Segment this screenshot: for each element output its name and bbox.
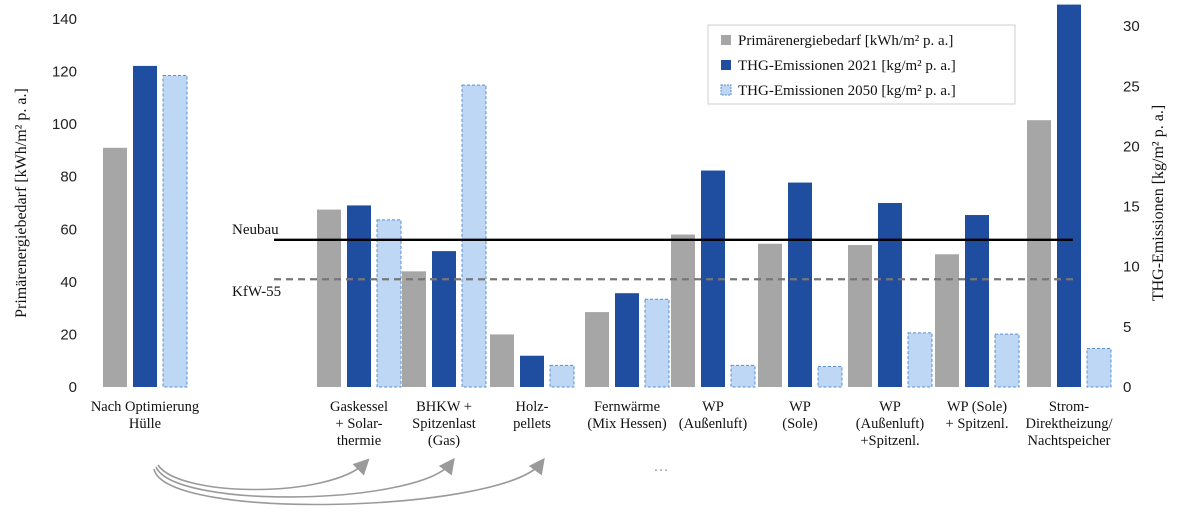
category-label: Gaskessel + Solar-thermie: [330, 399, 388, 449]
bar-series-2: [133, 65, 157, 388]
legend-swatch: [721, 60, 731, 70]
reference-lines: Neubau KfW-55: [232, 222, 1073, 300]
category-label: BHKW + Spitzenlast (Gas): [412, 399, 476, 449]
bar-series-3: [162, 75, 188, 388]
bar-series-2: [432, 251, 456, 387]
ellipsis: …: [653, 458, 669, 475]
bar-series-3: [994, 333, 1020, 388]
y-axis-label: Primärenergiebedarf [kWh/m² p. a.]: [13, 88, 30, 318]
category-label: WP (Sole): [782, 399, 818, 432]
y-tick-label: 60: [60, 221, 77, 238]
bar-series-1: [490, 334, 514, 387]
category-label: Strom-Direktheizung/Nachtspeicher: [1026, 399, 1114, 449]
bar-series-3: [461, 84, 487, 388]
bar-series-1: [671, 234, 695, 387]
legend-swatch: [720, 84, 732, 96]
bar-series-2: [878, 203, 902, 387]
arrow-to-gaskessel: [157, 458, 370, 491]
reference-line-label: KfW-55: [232, 284, 281, 300]
legend-label: THG-Emissionen 2021 [kg/m² p. a.]: [738, 58, 956, 74]
y-axis-title: Primärenergiebedarf [kWh/m² p. a.]: [13, 88, 30, 318]
bar-series-3: [376, 219, 402, 388]
arrow-to-holzpellets: [153, 457, 545, 506]
reference-line-label: Neubau: [232, 222, 279, 238]
y2-tick-label: 0: [1123, 379, 1131, 396]
y-tick-label: 20: [60, 326, 77, 343]
category-label: WP (Sole) + Spitzenl.: [946, 399, 1009, 432]
bar-series-2: [520, 355, 544, 387]
bar-series-2: [347, 205, 371, 387]
y-tick-label: 100: [52, 116, 77, 133]
y-tick-label: 80: [60, 169, 77, 186]
y2-tick-labels: 0 5 10 15 20 25 30: [1123, 18, 1140, 396]
y-tick-labels: 0 20 40 60 80 100 120 140: [52, 11, 77, 396]
arrows: [153, 457, 545, 506]
bar-series-1: [317, 209, 341, 387]
y-tick-label: 140: [52, 11, 77, 28]
bar-series-1: [1027, 120, 1051, 387]
bar-series-3: [730, 364, 756, 388]
y-tick-label: 120: [52, 64, 77, 81]
category-label: Holz-pellets: [513, 399, 551, 432]
bar-series-3: [817, 366, 843, 388]
bar-series-3: [644, 298, 670, 388]
bar-series-1: [402, 271, 426, 387]
category-label: WP (Außenluft): [679, 399, 748, 432]
category-label: Nach Optimierung Hülle: [91, 399, 199, 432]
y-tick-label: 0: [69, 379, 77, 396]
bar-series-2: [965, 215, 989, 387]
y2-tick-label: 30: [1123, 18, 1140, 35]
bar-series-2: [788, 182, 812, 387]
y2-axis-label: THG-Emissionen [kg/m² p. a.]: [1150, 105, 1167, 301]
y-tick-label: 40: [60, 274, 77, 291]
bar-series-3: [549, 364, 575, 388]
legend-swatch: [721, 35, 731, 45]
bar-series-2: [1057, 4, 1081, 387]
bar-series-1: [103, 147, 127, 387]
y2-axis-title: THG-Emissionen [kg/m² p. a.]: [1150, 105, 1167, 301]
category-label: Fernwärme (Mix Hessen): [587, 399, 667, 432]
y2-tick-label: 25: [1123, 78, 1140, 95]
legend-label: THG-Emissionen 2050 [kg/m² p. a.]: [738, 83, 956, 99]
bar-series-1: [758, 243, 782, 387]
legend-label: Primärenergiebedarf [kWh/m² p. a.]: [738, 33, 953, 49]
arrow-to-bhkw: [155, 457, 455, 498]
legend-box: [707, 24, 1016, 105]
category-labels: Nach Optimierung Hülle Gaskessel + Solar-th…: [91, 399, 1114, 449]
y2-tick-label: 20: [1123, 138, 1140, 155]
bar-series-1: [935, 254, 959, 387]
bar-series-1: [848, 245, 872, 387]
legend: Primärenergiebedarf [kWh/m² p. a.] THG-Em…: [707, 24, 1016, 105]
y2-tick-label: 10: [1123, 259, 1140, 276]
bar-series-1: [585, 312, 609, 387]
y2-tick-label: 5: [1123, 319, 1131, 336]
bar-series-3: [1086, 348, 1112, 388]
bar-series-2: [615, 293, 639, 387]
category-label: WP (Außenluft) +Spitzenl.: [856, 399, 925, 449]
bar-series-3: [907, 332, 933, 388]
y2-tick-label: 15: [1123, 199, 1140, 216]
